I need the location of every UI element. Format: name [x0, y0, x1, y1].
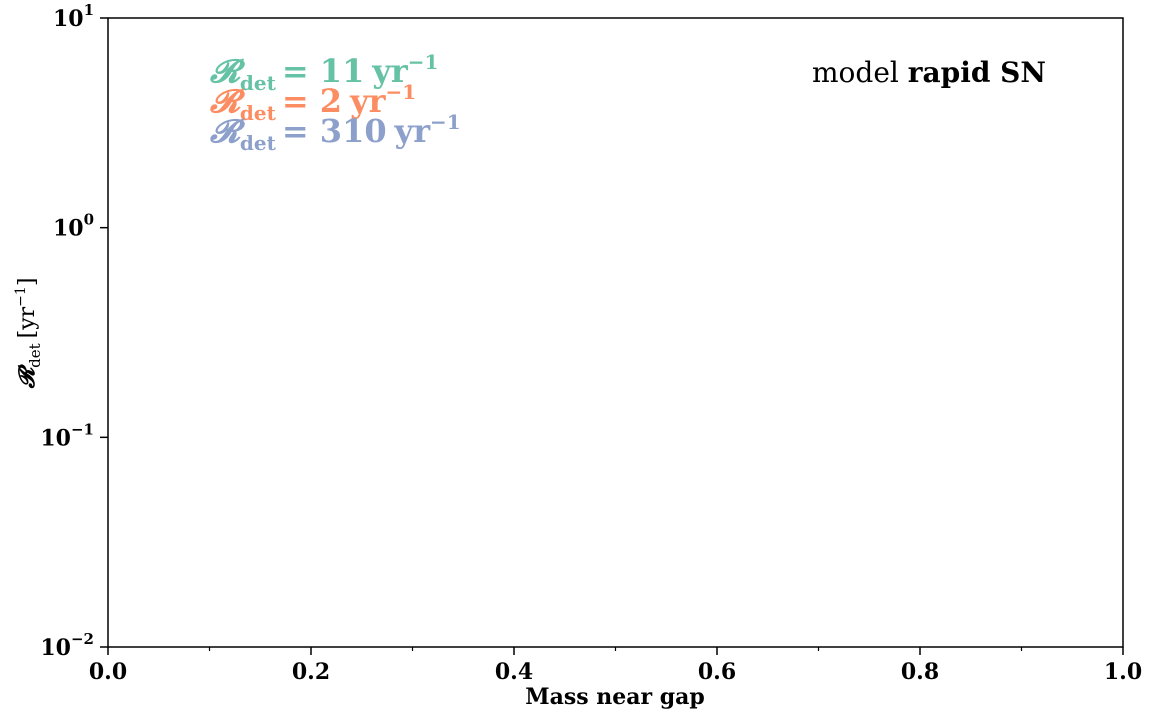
- y-tick-label: 10−2: [40, 630, 94, 661]
- y-tick-label: 10−1: [40, 420, 94, 451]
- y-tick-label: 100: [53, 211, 94, 242]
- y-axis-label-unit-exp: −1: [13, 286, 29, 307]
- y-tick-label: 101: [53, 1, 94, 32]
- x-axis-ticks: 0.0 0.2 0.4 0.6 0.8 1.0: [89, 647, 1142, 685]
- y-axis-label-unit: [yr: [15, 306, 40, 338]
- x-tick-label: 0.0: [89, 659, 127, 685]
- model-annotation: model rapid SN: [812, 56, 1046, 89]
- x-tick-label: 1.0: [1104, 659, 1142, 685]
- x-tick-label: 0.2: [292, 659, 330, 685]
- model-prefix: model: [812, 56, 899, 89]
- y-axis-label: 𝓡det[yr−1]: [13, 278, 44, 390]
- rate-annotation-1: 𝓡det = 2 yr−1: [209, 80, 416, 125]
- y-axis-label-unit-close: ]: [15, 278, 40, 287]
- model-name: rapid SN: [908, 56, 1046, 89]
- rate-annotation-0: 𝓡det = 11 yr−1: [209, 50, 438, 95]
- rate-annotation-2: 𝓡det = 310 yr−1: [209, 110, 461, 155]
- x-tick-label: 0.4: [495, 659, 533, 685]
- y-axis-ticks: 10−2 10−1 100 101: [40, 1, 108, 661]
- x-tick-label: 0.8: [901, 659, 939, 685]
- x-axis-label: Mass near gap: [525, 684, 705, 710]
- x-tick-label: 0.6: [698, 659, 736, 685]
- y-axis-label-sub: det: [26, 343, 44, 368]
